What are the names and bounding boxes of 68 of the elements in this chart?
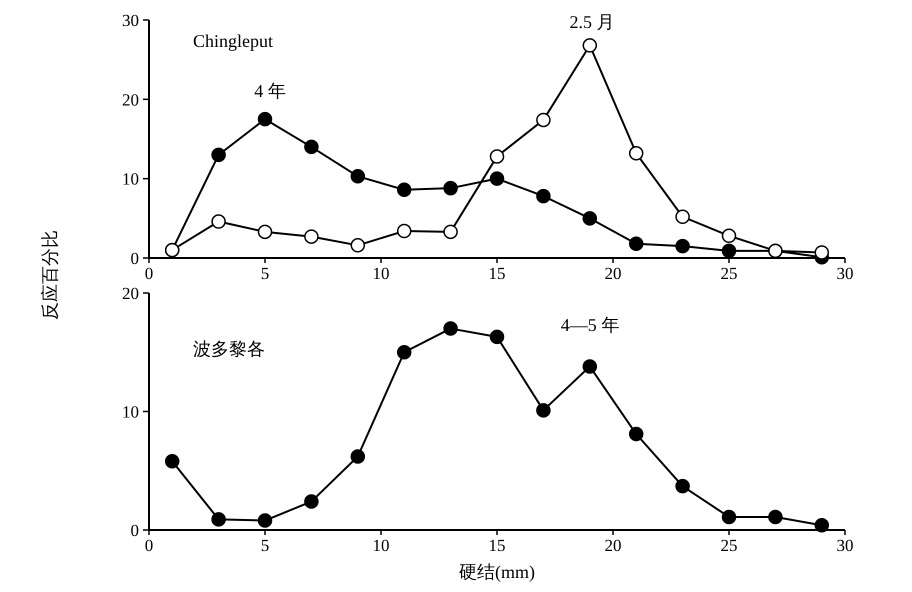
point	[396, 345, 412, 360]
point	[582, 38, 598, 53]
point	[536, 403, 551, 418]
point	[304, 229, 319, 244]
point	[164, 454, 180, 469]
y-tick-label: 0	[130, 249, 139, 268]
x-tick-label: 10	[372, 264, 390, 283]
x-tick-label: 20	[604, 536, 622, 555]
y-tick-label: 30	[122, 11, 139, 30]
annotation: 4 年	[254, 81, 286, 101]
y-tick-label: 20	[122, 90, 139, 110]
x-tick-label: 30	[836, 264, 854, 283]
point	[490, 330, 504, 344]
x-tick-label: 5	[260, 536, 270, 555]
point	[443, 321, 458, 336]
point	[211, 148, 226, 162]
text: 波多黎各	[193, 339, 265, 359]
point	[258, 112, 272, 126]
point	[258, 224, 272, 240]
annotation: 4—5 年	[560, 315, 620, 335]
point	[258, 513, 272, 528]
point	[582, 359, 598, 374]
x-tick-label: 20	[604, 264, 622, 283]
point	[628, 146, 644, 161]
point	[768, 510, 783, 524]
point	[628, 426, 644, 442]
point	[211, 214, 226, 229]
point	[396, 224, 412, 238]
point	[350, 449, 366, 464]
point	[582, 211, 598, 226]
point	[396, 182, 412, 198]
y-tick-label: 10	[122, 402, 139, 422]
point	[304, 494, 319, 509]
point	[814, 245, 830, 260]
x-tick-label: 25	[720, 536, 738, 555]
point	[350, 169, 366, 184]
point	[722, 510, 736, 524]
point	[814, 518, 830, 533]
y-tick-label: 20	[122, 284, 139, 303]
annotation: 2.5 月	[570, 12, 614, 32]
point	[536, 112, 551, 128]
point	[722, 228, 736, 244]
text: Chingleput	[193, 31, 273, 51]
x-tick-label: 15	[488, 264, 506, 283]
point	[536, 188, 551, 204]
point	[443, 180, 458, 196]
x-tick-label: 30	[836, 536, 854, 555]
y-tick-label: 10	[122, 170, 139, 189]
y-axis-title: 反应百分比	[40, 230, 60, 320]
point	[304, 140, 319, 154]
x-tick-label: 25	[720, 264, 738, 283]
x-tick-label: 5	[260, 264, 270, 283]
point	[211, 512, 226, 527]
point	[675, 238, 690, 254]
x-axis-title: 硬结(mm)	[459, 562, 535, 582]
point	[628, 236, 644, 251]
point	[675, 209, 690, 224]
x-tick-label: 10	[372, 536, 390, 555]
x-tick-label: 0	[144, 264, 154, 283]
point	[443, 224, 458, 240]
point	[490, 171, 504, 186]
point	[675, 478, 690, 494]
x-tick-label: 15	[488, 536, 506, 555]
y-tick-label: 0	[130, 521, 139, 540]
point	[490, 149, 504, 164]
point	[350, 238, 366, 253]
x-tick-label: 0	[144, 536, 154, 555]
point	[722, 244, 736, 258]
